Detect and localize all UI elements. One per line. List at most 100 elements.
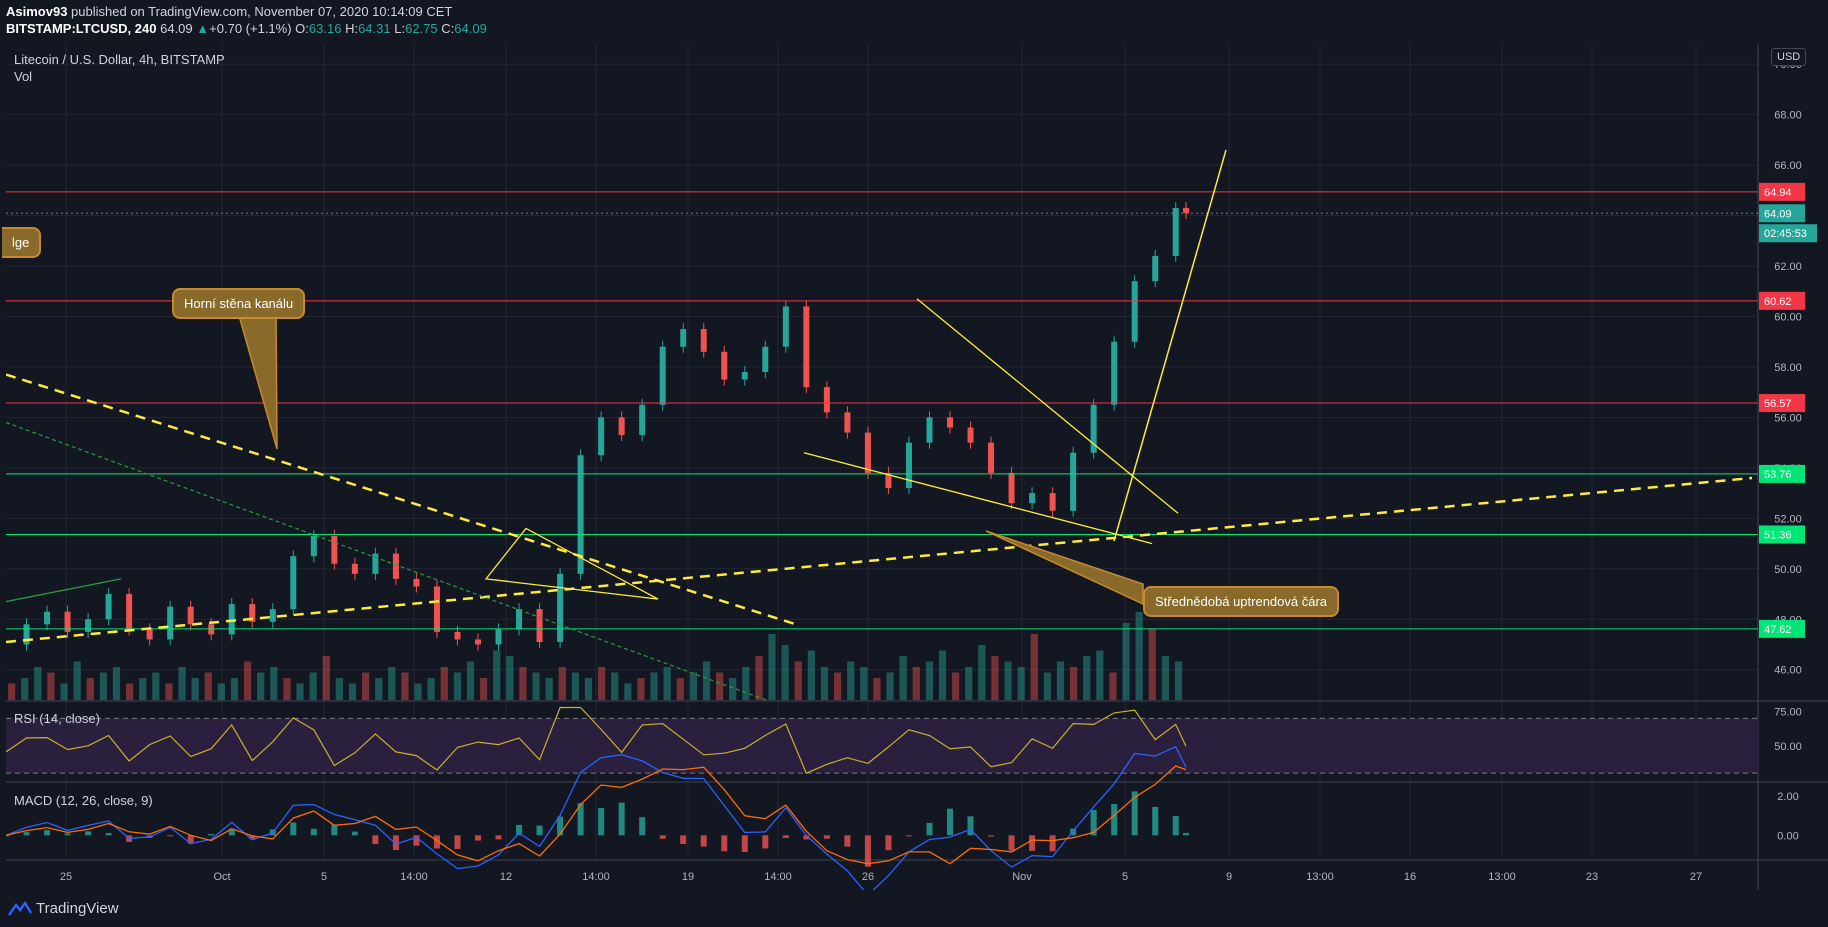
ohlc-legend: BITSTAMP:LTCUSD, 240 64.09 ▲+0.70 (+1.1%… xyxy=(6,21,487,36)
price-tag-label: 60.62 xyxy=(1764,296,1792,308)
macd-label: MACD (12, 26, close, 9) xyxy=(14,793,153,808)
candle-body xyxy=(126,594,133,630)
candle-body xyxy=(1131,281,1138,342)
price-tag-bg xyxy=(1759,464,1805,483)
candle-body xyxy=(372,553,379,574)
volume-bar xyxy=(584,678,593,700)
candle-body xyxy=(208,624,215,635)
macd-histogram-bar xyxy=(249,835,256,840)
candle-body xyxy=(1090,404,1097,453)
callout-uptrend-line: Střednědobá uptrendová čára xyxy=(1143,586,1340,617)
volume-bar xyxy=(545,678,553,700)
volume-bar xyxy=(466,661,475,700)
symbol-label: BITSTAMP:LTCUSD, 240 xyxy=(6,21,157,36)
candle-body xyxy=(1008,472,1015,504)
volume-bar xyxy=(624,683,632,700)
macd-histogram-bar xyxy=(105,832,112,836)
volume-bar xyxy=(322,656,330,700)
author-name[interactable]: Asimov93 xyxy=(6,4,68,19)
macd-histogram-bar xyxy=(618,802,625,836)
macd-histogram-bar xyxy=(536,825,543,836)
x-tick-label: 26 xyxy=(862,871,874,883)
chart-canvas[interactable]: 70.0068.0066.0064.0062.0060.0058.0056.00… xyxy=(6,44,1828,890)
candle-body xyxy=(23,624,30,645)
volume-bar xyxy=(820,667,829,700)
ohlc-close: 64.09 xyxy=(454,21,487,36)
volume-bar xyxy=(571,672,579,700)
volume-bar xyxy=(112,667,121,700)
volume-bar xyxy=(348,683,357,700)
macd-histogram-bar xyxy=(290,822,297,836)
candle-body xyxy=(228,604,235,635)
price-tag-label: 56.57 xyxy=(1764,398,1792,410)
volume-bar xyxy=(296,683,304,700)
tradingview-logo[interactable]: TradingView xyxy=(8,900,119,917)
volume-bar xyxy=(637,678,645,700)
candle-body xyxy=(495,629,502,645)
x-tick-label: Nov xyxy=(1012,871,1032,883)
macd-histogram-bar xyxy=(1111,803,1118,836)
candle-body xyxy=(331,536,338,564)
chart-area[interactable]: 70.0068.0066.0064.0062.0060.0058.0056.00… xyxy=(6,44,1828,890)
macd-histogram-bar xyxy=(454,835,461,850)
price-tag-bg xyxy=(1759,525,1805,544)
macd-histogram-bar xyxy=(967,816,974,836)
price-tag-label: 64.09 xyxy=(1764,208,1792,220)
candle-body xyxy=(351,563,358,574)
x-tick-label: 14:00 xyxy=(582,871,610,883)
candle-body xyxy=(782,306,789,347)
currency-badge[interactable]: USD xyxy=(1771,48,1807,66)
price-tag-label: 02:45:53 xyxy=(1764,228,1807,240)
candle-body xyxy=(1111,341,1118,405)
volume-bar xyxy=(716,672,724,700)
volume-bar xyxy=(978,645,986,700)
x-tick-label: 5 xyxy=(321,871,327,883)
candle-body xyxy=(680,329,687,347)
price-tag-bg xyxy=(1759,204,1805,223)
volume-bar xyxy=(729,678,737,700)
volume-bar xyxy=(834,672,842,700)
rsi-line xyxy=(6,706,1187,774)
macd-histogram-bar xyxy=(187,835,194,844)
macd-histogram-bar xyxy=(475,835,481,841)
volume-bar xyxy=(519,667,527,700)
x-tick-label: 16 xyxy=(1404,871,1416,883)
macd-histogram-bar xyxy=(331,824,338,836)
macd-histogram-bar xyxy=(310,828,317,836)
volume-bar xyxy=(768,634,776,700)
macd-histogram-bar xyxy=(598,807,605,836)
ohlc-low: 62.75 xyxy=(405,21,438,36)
x-tick-label: 25 xyxy=(60,871,72,883)
macd-histogram-bar xyxy=(721,835,728,852)
volume-bar xyxy=(676,678,684,700)
volume-bar xyxy=(781,645,789,700)
macd-histogram-bar xyxy=(228,828,235,836)
volume-bar xyxy=(139,678,147,700)
macd-histogram-bar xyxy=(167,835,174,837)
last-price: 64.09 xyxy=(160,21,193,36)
candle-body xyxy=(249,604,256,622)
volume-bar xyxy=(335,678,343,700)
x-tick-label: 5 xyxy=(1122,871,1128,883)
volume-bar xyxy=(1135,612,1143,700)
wedge-upper-line xyxy=(916,298,1179,514)
volume-bar xyxy=(598,667,606,700)
volume-bar xyxy=(480,678,488,700)
volume-bar xyxy=(1017,667,1025,700)
macd-histogram-bar xyxy=(885,835,892,851)
volume-bar xyxy=(191,678,199,700)
y-tick-label: 58.00 xyxy=(1774,362,1802,374)
callout-channel-pointer xyxy=(237,311,278,450)
x-tick-label: 23 xyxy=(1586,871,1598,883)
candle-body xyxy=(1152,255,1159,282)
volume-bar xyxy=(21,678,29,700)
volume-bar xyxy=(440,667,448,700)
volume-bar xyxy=(1030,634,1038,700)
candle-body xyxy=(864,432,871,473)
green-short-line xyxy=(6,578,122,603)
macd-histogram-bar xyxy=(85,831,92,836)
y-tick-label: 52.00 xyxy=(1774,513,1802,525)
candle-body xyxy=(762,346,769,372)
volume-bar xyxy=(73,661,81,700)
breakout-line xyxy=(1113,149,1227,542)
